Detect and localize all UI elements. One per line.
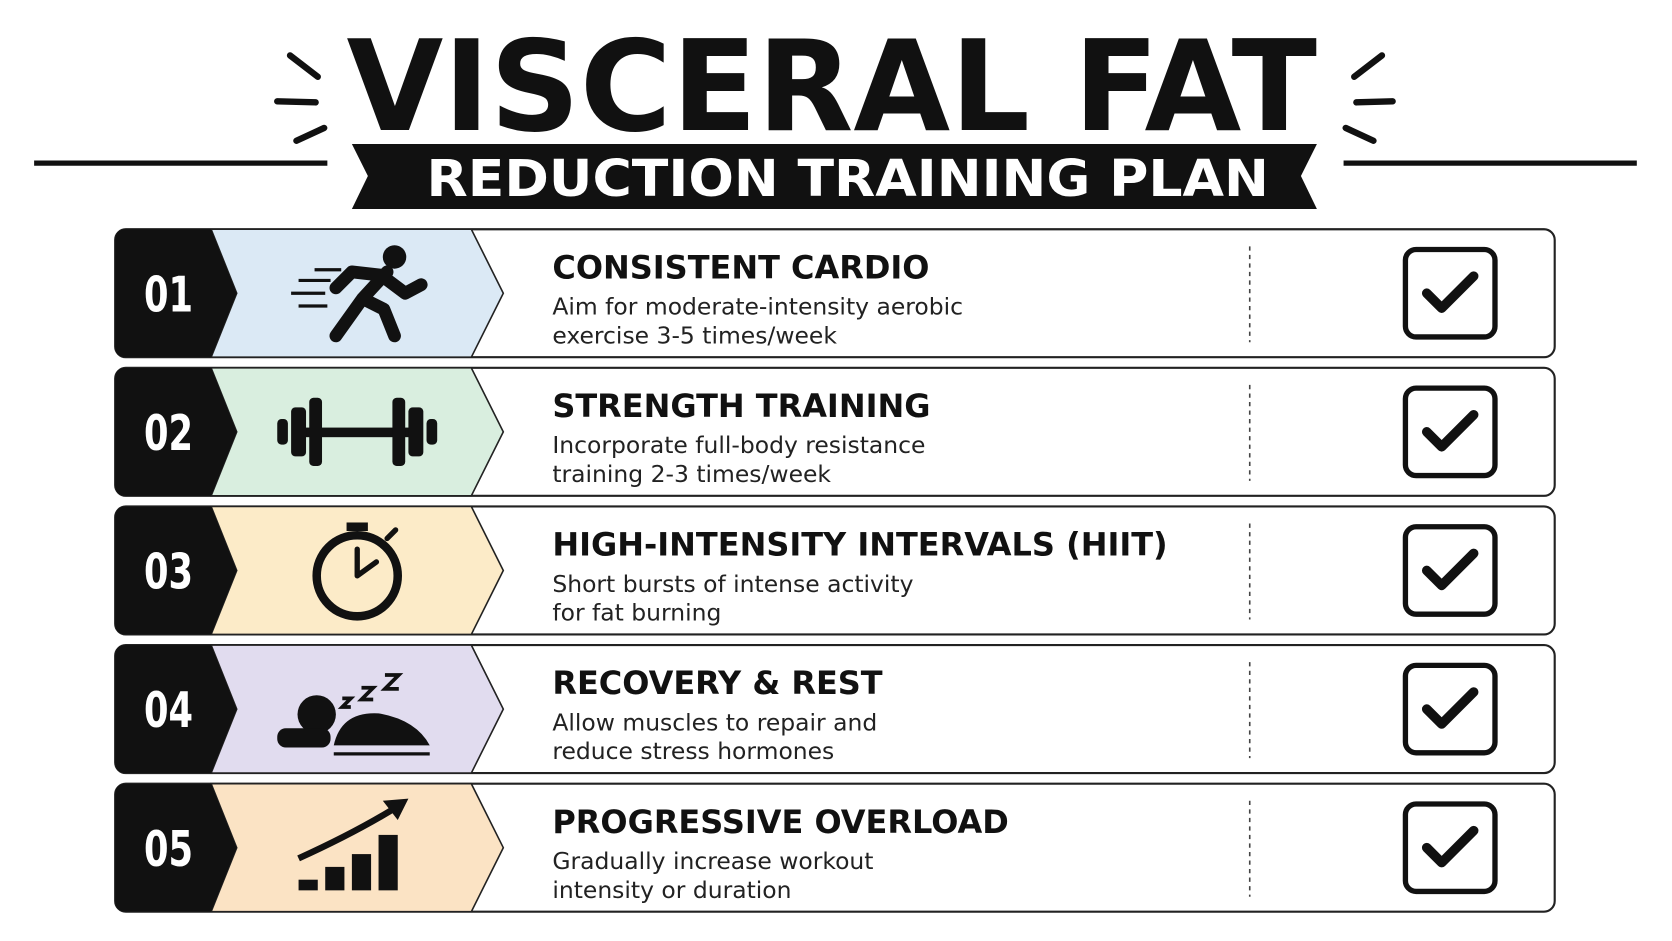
number-block [115, 229, 237, 358]
plan-row: 04 RECOVERY & REST Allow muscles to repair… [114, 644, 1556, 775]
step-description: for fat burning [552, 599, 721, 627]
step-description: Short bursts of intense activity [552, 570, 913, 598]
number-block [115, 506, 237, 635]
icon-part [303, 427, 411, 438]
number-block [115, 645, 237, 774]
icon-part [329, 265, 428, 343]
icon [277, 397, 438, 466]
burst-lines [274, 52, 1396, 144]
plan-row: 05 PROGRESSIVE OVERLOAD Gradually increase… [114, 782, 1556, 913]
icon-part [277, 728, 331, 748]
chevron [209, 228, 505, 359]
icon-part [312, 531, 403, 621]
icon-part [277, 419, 288, 445]
plan-row: 03 HIGH-INTENSITY INTERVALS (HIIT) Short b… [114, 505, 1556, 636]
subtitle-banner [351, 143, 1317, 209]
check-mark [1421, 687, 1479, 729]
icon-part [291, 407, 307, 457]
step-description: reduce stress hormones [552, 737, 834, 765]
icon-part [380, 673, 404, 691]
step-description: exercise 3-5 times/week [552, 321, 837, 349]
step-description: Gradually increase workout [552, 847, 873, 875]
step-number: 04 [144, 681, 193, 739]
step-description: Aim for moderate-intensity aerobic [552, 293, 963, 321]
icon-part [426, 419, 438, 445]
icon-part [356, 685, 378, 702]
subtitle: REDUCTION TRAINING PLAN [427, 149, 1269, 209]
icon-part [392, 397, 406, 466]
icon-part [333, 713, 430, 746]
icon-part [346, 522, 368, 532]
icon-part [382, 245, 407, 269]
title: VISCERAL FAT [347, 13, 1318, 160]
icon-part [297, 695, 336, 734]
icon [312, 522, 403, 621]
icon-part [378, 834, 398, 891]
step-number: 05 [144, 820, 193, 878]
icon-part [408, 407, 424, 457]
step-number: 01 [144, 265, 193, 323]
plan-row: 02 STRENGTH TRAINING Incorporate full-body… [114, 366, 1556, 497]
step-number: 03 [144, 543, 193, 601]
step-description: Allow muscles to repair and [552, 708, 877, 736]
icon [277, 673, 430, 756]
icon-part [354, 527, 399, 579]
step-description: training 2-3 times/week [552, 460, 831, 488]
icon-part [298, 879, 318, 891]
step-title: CONSISTENT CARDIO [552, 248, 929, 286]
step-title: PROGRESSIVE OVERLOAD [552, 803, 1008, 841]
step-title: RECOVERY & REST [552, 664, 882, 702]
check-mark [1421, 825, 1479, 868]
icon-part [309, 397, 323, 466]
step-number: 02 [144, 404, 193, 462]
number-block [115, 367, 237, 496]
icon-part [337, 696, 356, 709]
step-description: Incorporate full-body resistance [552, 431, 925, 459]
step-description: intensity or duration [552, 876, 791, 904]
chevron [209, 782, 505, 913]
check-mark [1421, 548, 1479, 591]
plan-row: 01 CONSISTENT CARDIO Aim for moderate-inte… [114, 228, 1556, 359]
icon-part [351, 854, 372, 891]
icon [291, 245, 428, 343]
icon-part [325, 866, 345, 891]
icon-part [382, 798, 409, 820]
step-title: HIGH-INTENSITY INTERVALS (HIIT) [552, 526, 1167, 564]
check-mark [1421, 271, 1479, 313]
check-mark [1421, 409, 1479, 452]
icon [297, 798, 409, 891]
step-title: STRENGTH TRAINING [552, 387, 930, 425]
number-block [115, 783, 237, 912]
